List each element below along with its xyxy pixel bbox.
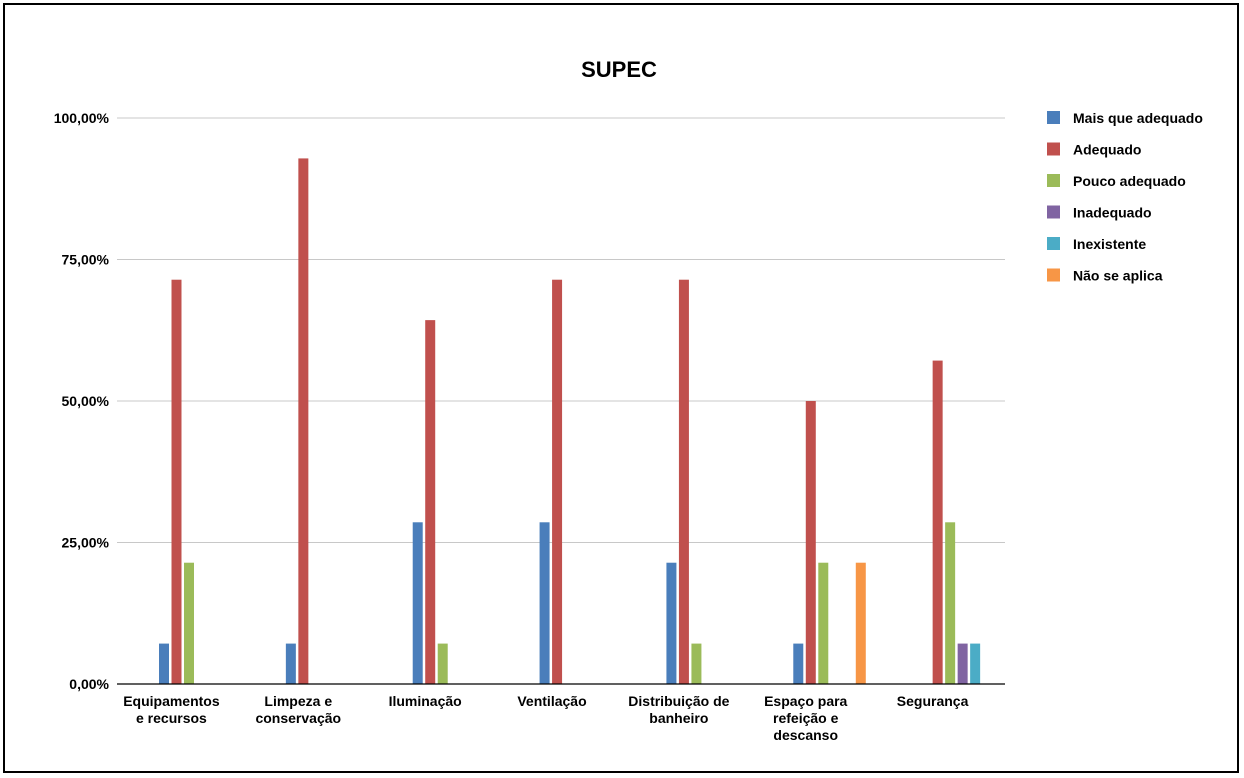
bar-pouco-adequado-0 bbox=[184, 562, 194, 684]
bar-pouco-adequado-2 bbox=[437, 643, 448, 684]
bar-n-o-se-aplica-5 bbox=[855, 562, 866, 684]
bar-adequado-0 bbox=[171, 279, 182, 684]
category-label-line: Equipamentos bbox=[123, 693, 220, 709]
bar-inadequado-6 bbox=[957, 643, 968, 684]
legend-label: Adequado bbox=[1073, 142, 1141, 158]
bar-adequado-6 bbox=[932, 360, 943, 684]
legend-swatch bbox=[1047, 111, 1060, 124]
legend-label: Mais que adequado bbox=[1073, 110, 1203, 126]
bar-adequado-4 bbox=[678, 279, 689, 684]
category-label-line: Segurança bbox=[897, 693, 969, 709]
chart-frame bbox=[3, 3, 1239, 773]
bar-adequado-2 bbox=[425, 320, 436, 684]
category-label-line: Limpeza e bbox=[264, 693, 332, 709]
category-label: Espaço para refeição e descanso bbox=[764, 693, 847, 743]
legend-label: Inadequado bbox=[1073, 205, 1152, 221]
bar-pouco-adequado-5 bbox=[818, 562, 829, 684]
legend-swatch bbox=[1047, 205, 1060, 219]
y-tick-label: 0,00% bbox=[69, 676, 109, 692]
category-label-line: Ventilação bbox=[517, 693, 586, 709]
category-label-line: Distribuição de bbox=[628, 693, 729, 709]
bar-mais-que-adequado-2 bbox=[412, 522, 423, 684]
category-label-line: banheiro bbox=[649, 710, 708, 726]
bar-pouco-adequado-4 bbox=[691, 643, 702, 684]
category-label-line: Espaço para bbox=[764, 693, 847, 709]
category-label-line: refeição e bbox=[773, 710, 839, 726]
chart-title: SUPEC bbox=[581, 57, 657, 82]
legend-label: Não se aplica bbox=[1073, 268, 1163, 284]
y-tick-labels: 0,00% 25,00% 50,00% 75,00% 100,00% bbox=[54, 110, 110, 692]
bar-adequado-1 bbox=[298, 158, 309, 684]
category-label: Segurança bbox=[897, 693, 969, 709]
bar-pouco-adequado-6 bbox=[945, 522, 956, 684]
category-label: Iluminação bbox=[389, 693, 462, 709]
category-label-line: e recursos bbox=[136, 710, 207, 726]
category-label-line: Iluminação bbox=[389, 693, 462, 709]
bar-mais-que-adequado-5 bbox=[793, 643, 804, 684]
y-tick-label: 50,00% bbox=[62, 393, 110, 409]
y-tick-label: 100,00% bbox=[54, 110, 110, 126]
bar-mais-que-adequado-0 bbox=[159, 643, 169, 684]
bar-mais-que-adequado-1 bbox=[285, 643, 296, 684]
y-tick-label: 75,00% bbox=[62, 252, 110, 268]
bars bbox=[159, 158, 981, 684]
legend-swatch bbox=[1047, 268, 1060, 282]
category-label-line: descanso bbox=[773, 727, 838, 743]
category-label: Equipamentos e recursos bbox=[123, 693, 220, 726]
bar-mais-que-adequado-3 bbox=[539, 522, 550, 684]
category-label: Distribuição de banheiro bbox=[628, 693, 729, 726]
legend-label: Pouco adequado bbox=[1073, 173, 1186, 189]
legend-label: Inexistente bbox=[1073, 236, 1146, 252]
legend-swatch bbox=[1047, 237, 1060, 250]
category-label-line: conservação bbox=[255, 710, 341, 726]
category-label: Limpeza e conservação bbox=[255, 693, 341, 726]
y-tick-label: 25,00% bbox=[62, 535, 110, 551]
legend-swatch bbox=[1047, 142, 1060, 156]
category-labels: Equipamentos e recursos Limpeza e conservaç… bbox=[123, 693, 968, 743]
legend-swatch bbox=[1047, 174, 1060, 187]
bar-inexistente-6 bbox=[970, 643, 981, 684]
bar-adequado-5 bbox=[805, 401, 816, 684]
legend: Mais que adequado Adequado Pouco adequado I… bbox=[1047, 110, 1203, 284]
bar-adequado-3 bbox=[552, 279, 563, 684]
category-label: Ventilação bbox=[517, 693, 586, 709]
bar-mais-que-adequado-4 bbox=[666, 562, 677, 684]
